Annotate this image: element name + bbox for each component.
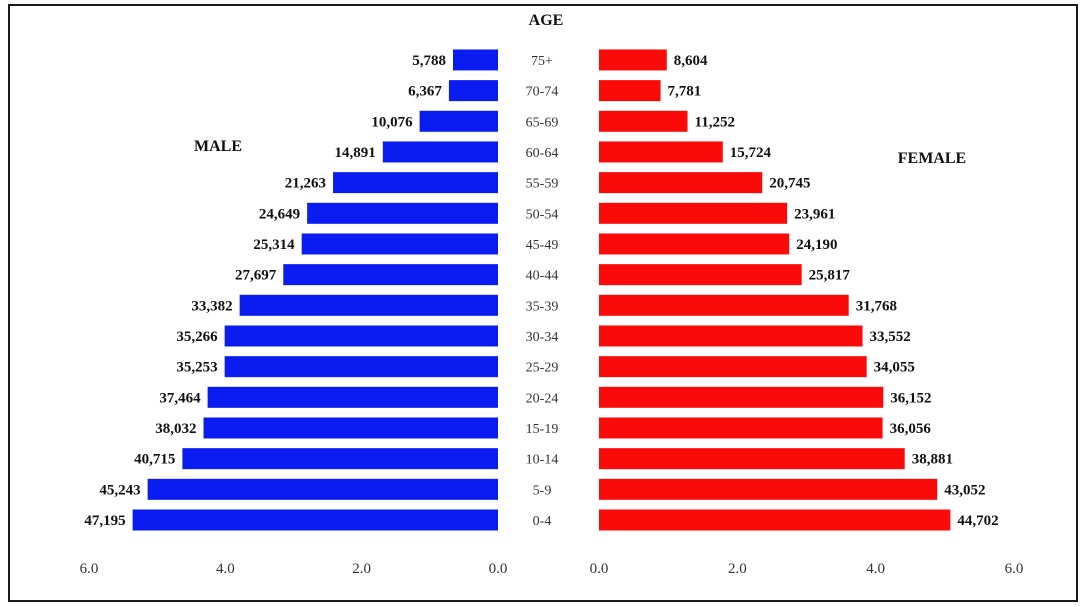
value-label-male-70-74: 6,367 [408,84,442,100]
age-label-50-54: 50-54 [526,207,559,222]
bar-female-60-64 [599,141,723,163]
age-label-40-44: 40-44 [526,269,559,284]
age-label-45-49: 45-49 [526,238,559,253]
bar-female-70-74 [599,80,661,102]
bar-male-15-19 [203,417,498,439]
value-label-male-35-39: 33,382 [191,298,232,314]
age-label-30-34: 30-34 [526,330,559,345]
male-bars [132,49,499,531]
value-label-female-65-69: 11,252 [695,114,735,130]
age-label-20-24: 20-24 [526,391,559,406]
bar-female-10-14 [599,448,905,470]
bar-male-5-9 [147,478,498,500]
value-label-female-40-44: 25,817 [809,268,851,284]
age-label-55-59: 55-59 [526,177,559,192]
age-label-60-64: 60-64 [526,146,559,161]
value-label-male-25-29: 35,253 [176,360,217,376]
value-label-female-50-54: 23,961 [794,206,835,222]
value-label-female-75+: 8,604 [674,53,708,69]
value-label-male-40-44: 27,697 [235,268,277,284]
bar-male-65-69 [419,110,498,132]
value-label-female-25-29: 34,055 [874,360,915,376]
age-label-65-69: 65-69 [526,115,559,130]
bar-female-5-9 [599,478,938,500]
bar-male-20-24 [207,386,499,408]
bar-female-65-69 [599,110,688,132]
age-heading: AGE [529,12,564,29]
value-label-male-75+: 5,788 [412,53,446,69]
value-label-female-30-34: 33,552 [870,329,911,345]
value-label-male-20-24: 37,464 [159,390,201,406]
female-bars [599,49,951,531]
tick-right-3: 6.0 [1005,561,1024,577]
value-label-female-70-74: 7,781 [668,84,702,100]
value-label-male-50-54: 24,649 [259,206,300,222]
value-label-female-15-19: 36,056 [890,421,932,437]
age-label-10-14: 10-14 [526,453,559,468]
value-label-female-0-4: 44,702 [957,513,998,529]
tick-left-1: 4.0 [216,561,235,577]
x-axis-ticks: 6.0 4.0 2.0 0.0 0.0 2.0 4.0 6.0 [80,561,1024,577]
bar-female-40-44 [599,264,802,286]
bar-male-60-64 [382,141,498,163]
bar-female-0-4 [599,509,951,531]
bar-female-15-19 [599,417,883,439]
tick-right-0: 0.0 [590,561,609,577]
age-label-70-74: 70-74 [526,85,559,100]
value-label-male-60-64: 14,891 [335,145,376,161]
chart-frame [8,4,1078,602]
value-label-male-15-19: 38,032 [155,421,196,437]
tick-right-1: 2.0 [728,561,747,577]
value-label-male-10-14: 40,715 [134,452,175,468]
value-label-male-55-59: 21,263 [285,176,326,192]
age-label-35-39: 35-39 [526,299,559,314]
bar-male-75+ [453,49,498,71]
value-labels: 47,195 44,702 45,243 43,052 40,715 38,881 38,0… [84,53,998,529]
value-label-female-5-9: 43,052 [944,482,985,498]
bar-male-55-59 [333,172,498,194]
bar-female-55-59 [599,172,763,194]
bar-male-10-14 [182,448,498,470]
age-label-5-9: 5-9 [533,483,552,498]
bar-male-35-39 [239,294,499,316]
value-label-female-45-49: 24,190 [796,237,837,253]
age-label-0-4: 0-4 [533,514,552,529]
value-label-male-65-69: 10,076 [371,114,413,130]
value-label-male-30-34: 35,266 [176,329,218,345]
value-label-female-60-64: 15,724 [730,145,772,161]
value-label-female-55-59: 20,745 [769,176,810,192]
tick-right-2: 4.0 [866,561,885,577]
bar-female-20-24 [599,386,884,408]
tick-left-0: 6.0 [80,561,99,577]
value-label-female-35-39: 31,768 [856,298,897,314]
age-label-15-19: 15-19 [526,422,559,437]
bar-female-30-34 [599,325,863,347]
bar-female-35-39 [599,294,849,316]
tick-left-2: 2.0 [352,561,371,577]
age-labels: 0-4 5-9 10-14 15-19 20-24 25-29 30-34 35-39 40-4… [526,54,559,529]
bar-male-70-74 [448,80,498,102]
bar-female-45-49 [599,233,790,255]
value-label-female-10-14: 38,881 [912,452,953,468]
value-label-male-0-4: 47,195 [84,513,125,529]
value-label-male-45-49: 25,314 [253,237,295,253]
male-heading: MALE [194,138,242,155]
bar-female-25-29 [599,356,867,378]
value-label-female-20-24: 36,152 [890,390,931,406]
bar-male-50-54 [307,202,498,224]
age-label-75+: 75+ [531,54,553,69]
bar-female-50-54 [599,202,788,224]
bar-male-45-49 [301,233,498,255]
bar-male-40-44 [283,264,498,286]
bar-male-25-29 [224,356,498,378]
age-label-25-29: 25-29 [526,361,559,376]
value-label-male-5-9: 45,243 [99,482,140,498]
tick-left-3: 0.0 [489,561,508,577]
bar-female-75+ [599,49,667,71]
bar-male-0-4 [132,509,499,531]
bar-male-30-34 [224,325,498,347]
female-heading: FEMALE [898,150,966,167]
